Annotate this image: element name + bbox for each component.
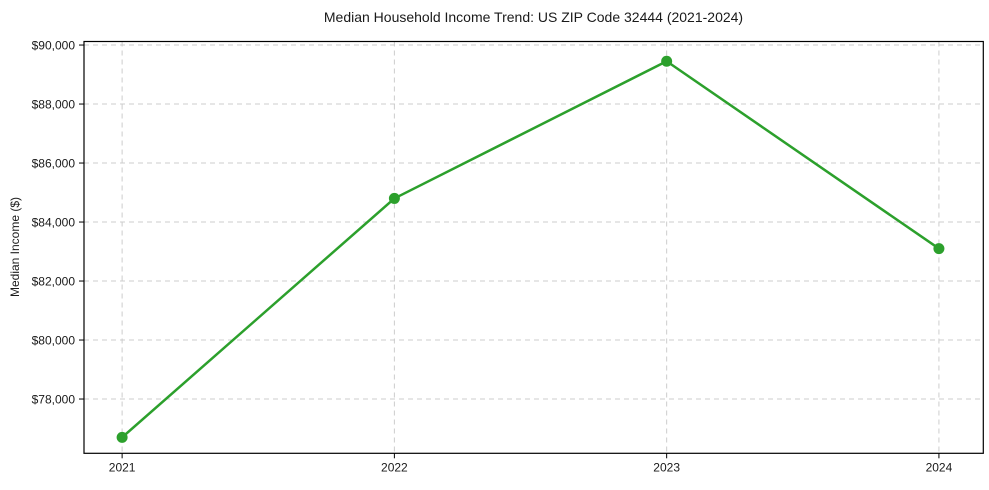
data-point-2023 xyxy=(661,55,673,67)
x-tick-label: 2023 xyxy=(653,460,680,474)
y-tick-label: $78,000 xyxy=(32,393,76,407)
x-tick-label: 2024 xyxy=(926,460,953,474)
y-tick-label: $84,000 xyxy=(32,216,76,230)
y-tick-label: $82,000 xyxy=(32,275,76,289)
y-axis-label: Median Income ($) xyxy=(8,196,22,298)
y-tick-label: $90,000 xyxy=(32,39,76,53)
y-tick-label: $86,000 xyxy=(32,157,76,171)
x-tick-label: 2021 xyxy=(109,460,136,474)
trend-line xyxy=(120,60,941,439)
x-tick-label: 2022 xyxy=(381,460,408,474)
data-point-2022 xyxy=(388,192,400,204)
chart-title: Median Household Income Trend: US ZIP Co… xyxy=(323,9,744,25)
y-tick-label: $80,000 xyxy=(32,334,76,348)
data-point-2024 xyxy=(933,243,945,255)
data-point-2021 xyxy=(116,431,128,443)
plot-border xyxy=(83,40,984,454)
y-tick-label: $88,000 xyxy=(32,98,76,112)
